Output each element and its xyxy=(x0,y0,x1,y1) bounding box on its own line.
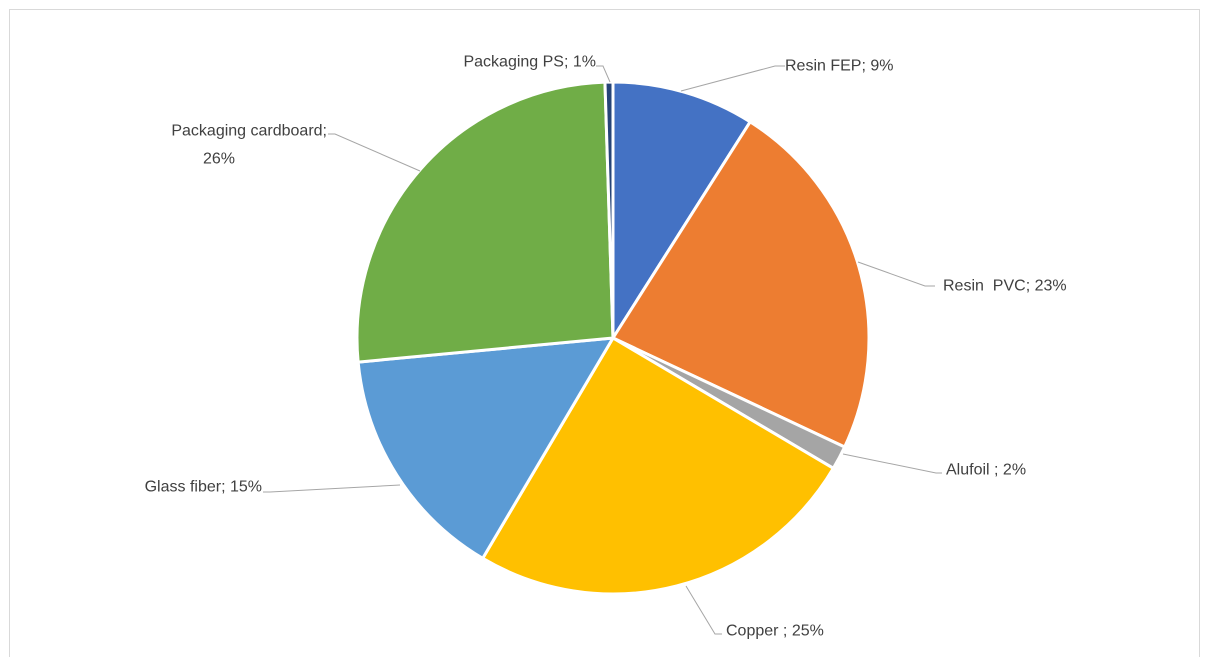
pie-slice-copper xyxy=(481,336,835,596)
data-label-resin-fep: Resin FEP; 9% xyxy=(785,58,893,75)
leader-line-resin-fep xyxy=(680,65,785,92)
pie-slices xyxy=(355,80,871,596)
data-label-alufoil: Alufoil ; 2% xyxy=(946,462,1026,479)
data-label-packaging-ps: Packaging PS; 1% xyxy=(463,54,596,71)
pie-slice-packaging-cardboard xyxy=(355,80,615,364)
data-labels: Resin FEP; 9% Resin PVC; 23% Alufoil ; 2… xyxy=(145,54,1067,640)
leader-line-resin-pvc xyxy=(857,261,935,287)
leader-lines xyxy=(263,65,942,635)
data-label-packaging-cardboard-line1: Packaging cardboard; xyxy=(171,123,327,140)
leader-line-copper xyxy=(685,585,722,635)
leader-line-alufoil xyxy=(842,453,942,474)
data-label-packaging-cardboard-line2: 26% xyxy=(203,151,235,168)
data-label-glass-fiber: Glass fiber; 15% xyxy=(145,479,262,496)
pie-slice-resin-pvc xyxy=(611,120,871,449)
pie-slice-packaging-ps xyxy=(603,80,615,340)
pie-slice-resin-fep xyxy=(611,80,752,340)
data-label-resin-pvc: Resin PVC; 23% xyxy=(943,278,1067,295)
leader-line-packaging-cardboard xyxy=(328,133,421,172)
leader-line-glass-fiber xyxy=(263,484,401,493)
pie-slice-glass-fiber xyxy=(356,336,615,560)
leader-line-packaging-ps xyxy=(596,65,611,83)
data-label-copper: Copper ; 25% xyxy=(726,623,824,640)
